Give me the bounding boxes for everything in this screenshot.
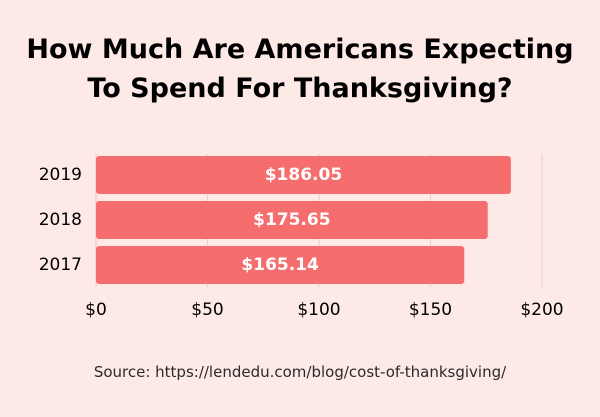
- chart-title: How Much Are Americans Expecting To Spen…: [0, 30, 600, 108]
- x-tick-label: $100: [297, 300, 340, 320]
- data-label: $165.14: [241, 255, 319, 275]
- chart-title-line-2: To Spend For Thanksgiving?: [87, 73, 513, 104]
- bar-chart: 2019 $186.05 2018 $175.65 2017 $165.14 $0 $50 $1…: [39, 154, 564, 320]
- category-label: 2018: [39, 210, 82, 230]
- chart-title-line-1: How Much Are Americans Expecting: [26, 34, 574, 65]
- category-label: 2017: [39, 255, 82, 275]
- x-tick-label: $0: [85, 300, 107, 320]
- source-caption: Source: https://lendedu.com/blog/cost-of…: [93, 363, 507, 381]
- x-tick-label: $50: [191, 300, 223, 320]
- data-label: $175.65: [253, 210, 330, 230]
- bar: [96, 201, 488, 239]
- category-label: 2019: [39, 165, 82, 185]
- x-tick-label: $150: [409, 300, 452, 320]
- x-tick-label: $200: [520, 300, 563, 320]
- bar: [96, 246, 465, 284]
- data-label: $186.05: [265, 165, 342, 185]
- bar: [96, 156, 511, 194]
